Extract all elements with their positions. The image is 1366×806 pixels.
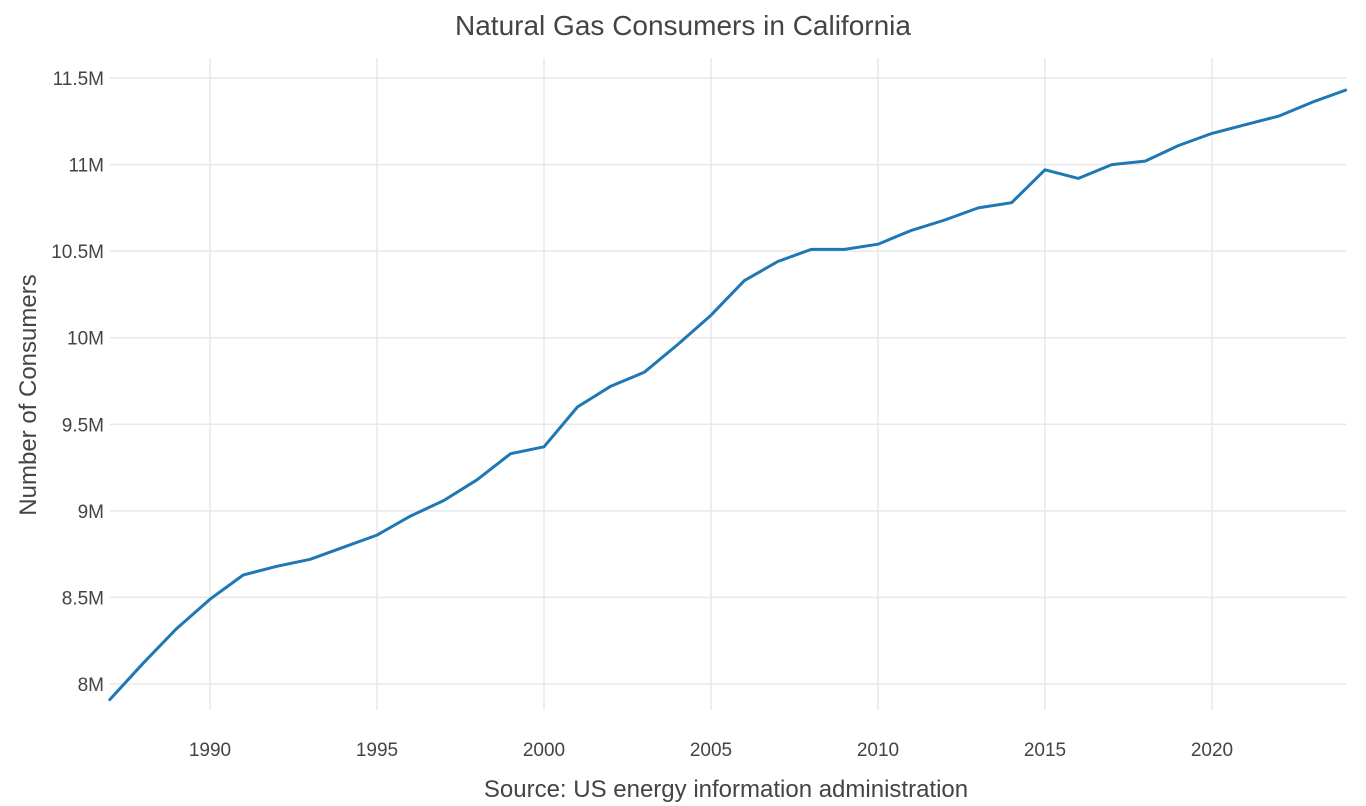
data-point bbox=[1309, 99, 1315, 105]
y-tick-label: 10M bbox=[67, 329, 104, 350]
data-point bbox=[1142, 158, 1148, 164]
data-point bbox=[508, 451, 514, 457]
data-point bbox=[808, 246, 814, 252]
y-tick-label: 9M bbox=[78, 502, 104, 523]
y-tick-label: 11M bbox=[68, 156, 104, 177]
data-point bbox=[574, 404, 580, 410]
data-point bbox=[107, 697, 113, 703]
data-point bbox=[1109, 162, 1115, 168]
data-point bbox=[942, 217, 948, 223]
data-point bbox=[708, 312, 714, 318]
x-tick-label: 1990 bbox=[189, 740, 231, 761]
data-point bbox=[1176, 143, 1182, 149]
y-tick-label: 11.5M bbox=[53, 69, 104, 90]
data-point bbox=[307, 556, 313, 562]
y-axis-ticks: 8M 8.5M 9M 9.5M 10M 10.5M 11M 11.5M bbox=[51, 69, 104, 696]
y-tick-label: 8.5M bbox=[62, 588, 104, 609]
data-point bbox=[908, 227, 914, 233]
data-point bbox=[240, 572, 246, 578]
x-axis-title: Source: US energy information administra… bbox=[484, 776, 968, 803]
data-point bbox=[741, 278, 747, 284]
data-point bbox=[608, 383, 614, 389]
data-point bbox=[1075, 175, 1081, 181]
data-point bbox=[875, 241, 881, 247]
data-point bbox=[675, 342, 681, 348]
data-point bbox=[1042, 167, 1048, 173]
y-tick-label: 8M bbox=[78, 675, 104, 696]
y-tick-label: 9.5M bbox=[62, 415, 104, 436]
data-point bbox=[407, 513, 413, 519]
data-point bbox=[1242, 122, 1248, 128]
data-point bbox=[274, 563, 280, 569]
x-axis-ticks: 1990 1995 2000 2005 2010 2015 2020 bbox=[189, 740, 1233, 761]
data-point bbox=[207, 596, 213, 602]
data-point bbox=[441, 498, 447, 504]
series-layer bbox=[107, 87, 1349, 703]
data-point bbox=[1343, 87, 1349, 93]
x-tick-label: 2010 bbox=[857, 740, 899, 761]
y-axis-title: Number of Consumers bbox=[15, 274, 42, 515]
data-point bbox=[541, 444, 547, 450]
x-tick-label: 2005 bbox=[690, 740, 732, 761]
data-point bbox=[174, 626, 180, 632]
x-tick-label: 2020 bbox=[1191, 740, 1233, 761]
data-point bbox=[1276, 113, 1282, 119]
series-line-consumers bbox=[108, 88, 1348, 702]
data-point bbox=[775, 259, 781, 265]
data-point bbox=[975, 205, 981, 211]
x-tick-label: 2000 bbox=[523, 740, 565, 761]
data-point bbox=[474, 477, 480, 483]
grid-lines bbox=[110, 58, 1346, 710]
data-point bbox=[1009, 200, 1015, 206]
data-point bbox=[140, 660, 146, 666]
data-point bbox=[1209, 130, 1215, 136]
y-tick-label: 10.5M bbox=[51, 242, 104, 263]
x-tick-label: 2015 bbox=[1024, 740, 1066, 761]
x-tick-label: 1995 bbox=[356, 740, 398, 761]
data-point bbox=[842, 246, 848, 252]
chart-title: Natural Gas Consumers in California bbox=[455, 10, 911, 41]
data-point bbox=[374, 532, 380, 538]
data-point bbox=[341, 544, 347, 550]
data-point bbox=[641, 369, 647, 375]
